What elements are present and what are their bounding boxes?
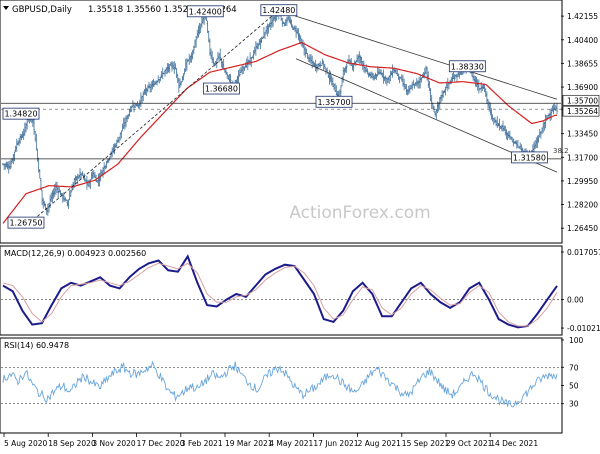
price-tag-label: 1.35264 — [567, 107, 598, 116]
price-level-box — [315, 95, 353, 108]
price-tag-box — [562, 94, 600, 106]
price-level-callout: 1.31580 — [511, 151, 548, 164]
price-level-box — [186, 5, 224, 18]
date-axis-label: 3 Feb 2021 — [181, 439, 223, 448]
date-axis-label: 14 Dec 2021 — [490, 439, 538, 448]
price-axis-label: 1.33450 — [567, 130, 598, 139]
chart-menu-arrow-icon[interactable] — [3, 6, 9, 10]
price-axis-label: 1.26450 — [567, 224, 598, 233]
macd-signal-line — [2, 262, 558, 327]
price-axis-label: 1.36900 — [567, 83, 598, 92]
channel-upper-line — [278, 10, 558, 100]
current-price-tag: 1.35264 — [562, 105, 600, 117]
moving-average-line — [2, 41, 557, 224]
price-level-label: 1.31580 — [513, 153, 546, 162]
price-level-callout: 1.38330 — [448, 60, 486, 73]
price-level-label: 1.42400 — [189, 7, 222, 16]
price-axis-label: 1.28200 — [567, 201, 598, 210]
price-level-box — [202, 82, 240, 95]
fibonacci-label: 38.2 — [553, 147, 569, 155]
price-level-callout: 1.34820 — [2, 107, 40, 120]
date-axis-label: 3 Nov 2020 — [92, 439, 135, 448]
price-level-label: 1.42480 — [262, 6, 295, 15]
chart-symbol-label: GBPUSD,Daily — [12, 5, 72, 15]
price-level-callout: 1.36680 — [202, 82, 240, 95]
macd-title: MACD(12,26,9) 0.004923 0.002560 — [4, 249, 146, 258]
price-level-label: 1.36680 — [205, 85, 238, 94]
rsi-line — [2, 360, 558, 408]
resistance-price-tag: 1.35700 — [562, 94, 600, 106]
price-axis-label: 1.38655 — [567, 59, 598, 68]
date-axis-label: 18 Sep 2020 — [48, 439, 96, 448]
price-level-box — [2, 107, 40, 120]
date-axis-label: 29 Oct 2021 — [446, 439, 493, 448]
price-level-label: 1.34820 — [4, 110, 37, 119]
watermark-text: ActionForex.com — [289, 203, 430, 223]
price-level-callout: 1.42400 — [186, 5, 224, 18]
macd-line — [2, 254, 558, 329]
price-level-callout: 1.35700 — [315, 95, 353, 108]
price-level-box — [448, 60, 486, 73]
macd-axis-label: 0.017057 — [567, 248, 600, 257]
price-level-box — [7, 216, 45, 229]
price-axis-label: 1.31700 — [567, 153, 598, 162]
rsi-axis-label: 30 — [569, 400, 579, 409]
rsi-title: RSI(14) 60.9478 — [4, 341, 69, 350]
rsi-panel-frame — [0, 337, 563, 434]
price-tag-label: 1.35700 — [567, 96, 598, 105]
price-level-box — [260, 4, 298, 17]
price-level-callout: 1.42480 — [260, 4, 298, 17]
date-axis-label: 15 Sep 2021 — [402, 439, 450, 448]
price-level-callout: 1.26750 — [7, 216, 45, 229]
rsi-axis-label: 50 — [569, 382, 579, 391]
price-panel-frame — [0, 0, 563, 244]
macd-axis-label: 0.00 — [567, 296, 584, 305]
price-tag-box — [562, 105, 600, 117]
price-axis-label: 1.29950 — [567, 177, 598, 186]
price-axis-label: 1.40400 — [567, 36, 598, 45]
price-axis-label: 1.42155 — [567, 12, 598, 21]
price-level-label: 1.26750 — [9, 219, 42, 228]
price-level-box — [511, 151, 548, 164]
rsi-axis-label: 70 — [569, 363, 579, 372]
rsi-axis-label: 100 — [569, 336, 584, 345]
price-level-label: 1.38330 — [451, 62, 484, 71]
date-axis-label: 17 Dec 2020 — [137, 439, 185, 448]
price-level-label: 1.35700 — [317, 98, 350, 107]
macd-axis-label: -0.010219 — [567, 324, 600, 333]
date-axis-label: 17 Jun 2021 — [313, 439, 358, 448]
chart-ohlc-values: 1.35518 1.35560 1.35247 1.35264 — [88, 5, 237, 15]
rising-trendline — [25, 9, 280, 227]
date-axis-label: 4 May 2021 — [269, 439, 313, 448]
date-axis-label: 5 Aug 2020 — [4, 439, 47, 448]
date-axis-label: 19 Mar 2021 — [225, 439, 273, 448]
macd-panel-frame — [0, 245, 563, 336]
date-axis-label: 2 Aug 2021 — [358, 439, 401, 448]
